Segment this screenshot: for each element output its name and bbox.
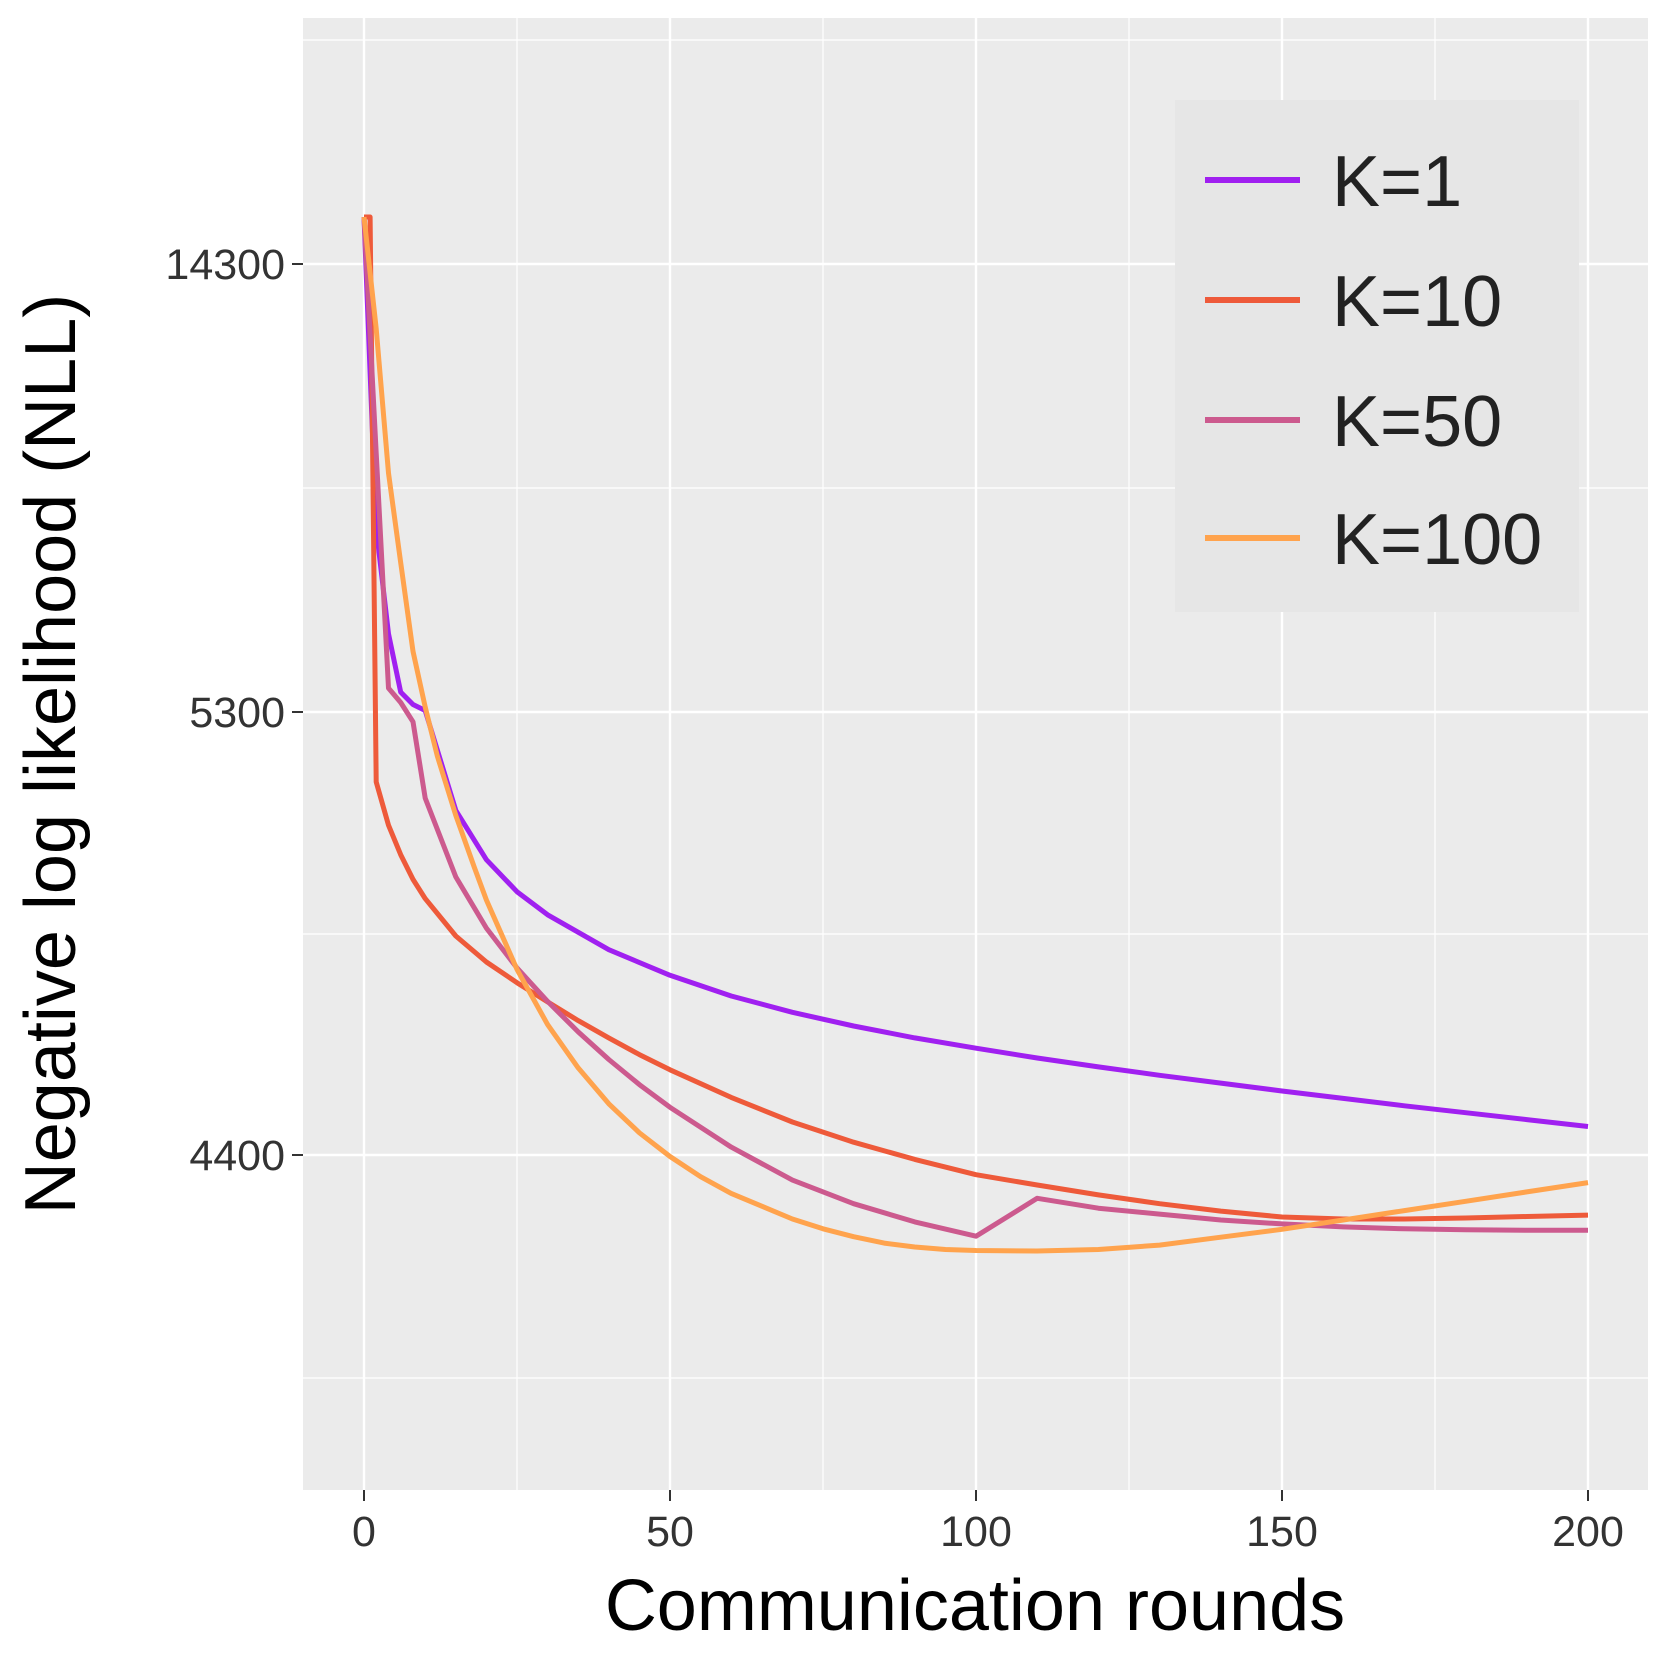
- x-tick-label: 200: [1552, 1508, 1624, 1556]
- x-tick-label: 100: [940, 1508, 1012, 1556]
- legend-label-k100: K=100: [1332, 500, 1542, 580]
- axis-ticks: 0 50 100 150 200 4400 5300 14300: [165, 241, 1623, 1556]
- series-line-k10: [364, 214, 1589, 1222]
- x-tick-label: 150: [1246, 1508, 1318, 1556]
- legend-label-k1: K=1: [1332, 142, 1462, 222]
- y-axis-title: Negative log likelihood (NLL): [11, 294, 91, 1215]
- series-line-k1: [361, 216, 1589, 1129]
- x-axis-title: Communication rounds: [605, 1566, 1345, 1646]
- series-line-k100: [361, 216, 1589, 1254]
- series-lines: [361, 214, 1589, 1254]
- y-tick-label: 14300: [165, 241, 285, 289]
- y-tick-label: 4400: [189, 1132, 285, 1180]
- legend: K=1 K=10 K=50 K=100: [1175, 100, 1579, 612]
- legend-background: [1175, 100, 1579, 612]
- legend-label-k10: K=10: [1332, 262, 1502, 342]
- x-tick-label: 50: [646, 1508, 694, 1556]
- y-tick-label: 5300: [189, 689, 285, 737]
- x-tick-label: 0: [352, 1508, 376, 1556]
- legend-label-k50: K=50: [1332, 382, 1502, 462]
